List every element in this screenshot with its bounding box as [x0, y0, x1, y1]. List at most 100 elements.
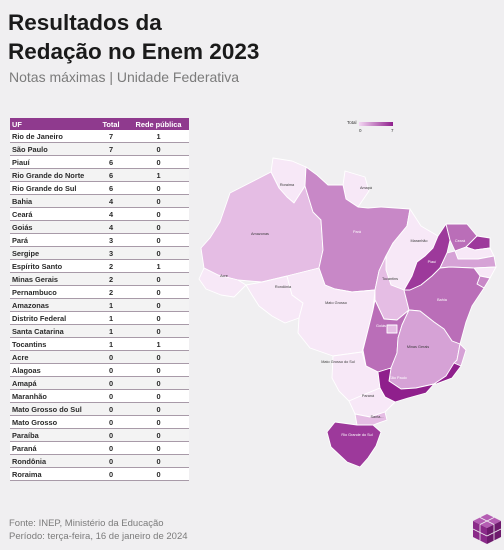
cell-uf: Rio Grande do Sul [10, 181, 94, 195]
cell-total: 3 [94, 246, 128, 260]
table-row: Minas Gerais 2 0 [10, 272, 189, 286]
table-row: Rio Grande do Norte 6 1 [10, 168, 189, 182]
cell-uf: Rio Grande do Norte [10, 168, 94, 182]
footer-period: Período: terça-feira, 16 de janeiro de 2… [9, 531, 188, 542]
legend-max: 7 [391, 128, 394, 133]
map-label: Bahia [437, 298, 448, 302]
cell-rede-publica: 0 [128, 311, 189, 325]
table-row: Amazonas 1 0 [10, 298, 189, 312]
chart-title: Resultados da Redação no Enem 2023 [8, 8, 259, 66]
cell-total: 0 [94, 350, 128, 364]
cell-total: 0 [94, 454, 128, 468]
cell-total: 2 [94, 285, 128, 299]
cell-rede-publica: 0 [128, 376, 189, 390]
footer-source: Fonte: INEP, Ministério da Educação [9, 518, 164, 529]
cell-rede-publica: 0 [128, 467, 189, 481]
header-uf: UF [10, 118, 94, 130]
table-row: Sergipe 3 0 [10, 246, 189, 260]
map-label: São Paulo [389, 376, 407, 380]
logo-cube-icon [472, 514, 502, 544]
table-row: Goiás 4 0 [10, 220, 189, 234]
map-label: Paraná [362, 394, 375, 398]
legend-min: 0 [359, 128, 362, 133]
state-rio-grande-do-sul [326, 421, 382, 468]
map-label: Pará [353, 230, 362, 234]
cell-rede-publica: 0 [128, 428, 189, 442]
cell-uf: Goiás [10, 220, 94, 234]
cell-rede-publica: 0 [128, 415, 189, 429]
cell-rede-publica: 0 [128, 220, 189, 234]
cell-rede-publica: 1 [128, 130, 189, 143]
cell-uf: Distrito Federal [10, 311, 94, 325]
cell-rede-publica: 0 [128, 324, 189, 338]
cell-total: 0 [94, 402, 128, 416]
legend-gradient-bar [359, 122, 393, 126]
table-row: Roraima 0 0 [10, 467, 189, 481]
cell-total: 0 [94, 415, 128, 429]
cell-uf: Bahia [10, 194, 94, 208]
table-row: Pernambuco 2 0 [10, 285, 189, 299]
map-label: Maranhão [410, 239, 427, 243]
cell-uf: Amazonas [10, 298, 94, 312]
cell-rede-publica: 0 [128, 285, 189, 299]
table-row: Alagoas 0 0 [10, 363, 189, 377]
table-row: Rio Grande do Sul 6 0 [10, 181, 189, 195]
cell-rede-publica: 1 [128, 337, 189, 351]
cell-rede-publica: 0 [128, 298, 189, 312]
table-row: Ceará 4 0 [10, 207, 189, 221]
cell-total: 1 [94, 298, 128, 312]
cell-total: 7 [94, 130, 128, 143]
cell-rede-publica: 0 [128, 363, 189, 377]
cell-rede-publica: 0 [128, 194, 189, 208]
table-row: São Paulo 7 0 [10, 142, 189, 156]
cell-uf: Mato Grosso do Sul [10, 402, 94, 416]
table-row: Acre 0 0 [10, 350, 189, 364]
cell-total: 6 [94, 168, 128, 182]
cell-uf: Alagoas [10, 363, 94, 377]
title-line-1: Resultados da [8, 10, 162, 35]
state-amazonas [200, 171, 324, 283]
cell-rede-publica: 0 [128, 142, 189, 156]
cell-rede-publica: 0 [128, 441, 189, 455]
map-label: Acre [220, 274, 228, 278]
cell-uf: Paraná [10, 441, 94, 455]
state-acre [198, 267, 247, 298]
cell-total: 6 [94, 155, 128, 169]
cell-total: 0 [94, 467, 128, 481]
cell-uf: Maranhão [10, 389, 94, 403]
cell-total: 0 [94, 363, 128, 377]
cell-uf: Amapá [10, 376, 94, 390]
cell-total: 1 [94, 311, 128, 325]
table-body: Rio de Janeiro 7 1 São Paulo 7 0 Piauí 6 0 Rio Gr… [10, 130, 189, 481]
map-label: Tocantins [382, 277, 398, 281]
map-label: Ceará [455, 239, 466, 243]
map-label: Amazonas [251, 232, 269, 236]
map-label: Rio Grande do Sul [341, 433, 372, 437]
cell-uf: Pernambuco [10, 285, 94, 299]
table-row: Paraná 0 0 [10, 441, 189, 455]
cell-total: 1 [94, 324, 128, 338]
cell-total: 3 [94, 233, 128, 247]
cell-rede-publica: 0 [128, 246, 189, 260]
cell-uf: Santa Catarina [10, 324, 94, 338]
cell-uf: Mato Grosso [10, 415, 94, 429]
map-label: Piauí [428, 260, 438, 264]
cell-total: 0 [94, 428, 128, 442]
map-label: Mato Grosso do Sul [321, 360, 355, 364]
cell-rede-publica: 0 [128, 272, 189, 286]
cell-total: 4 [94, 220, 128, 234]
cell-rede-publica: 0 [128, 402, 189, 416]
table-row: Santa Catarina 1 0 [10, 324, 189, 338]
map-label: Minas Gerais [407, 345, 429, 349]
cell-total: 2 [94, 272, 128, 286]
cell-rede-publica: 0 [128, 155, 189, 169]
cell-total: 0 [94, 389, 128, 403]
header-total: Total [94, 118, 128, 130]
table-row: Pará 3 0 [10, 233, 189, 247]
cell-rede-publica: 0 [128, 207, 189, 221]
table-row: Paraíba 0 0 [10, 428, 189, 442]
cell-rede-publica: 0 [128, 389, 189, 403]
cell-uf: Sergipe [10, 246, 94, 260]
map-label: Mato Grosso [325, 301, 347, 305]
